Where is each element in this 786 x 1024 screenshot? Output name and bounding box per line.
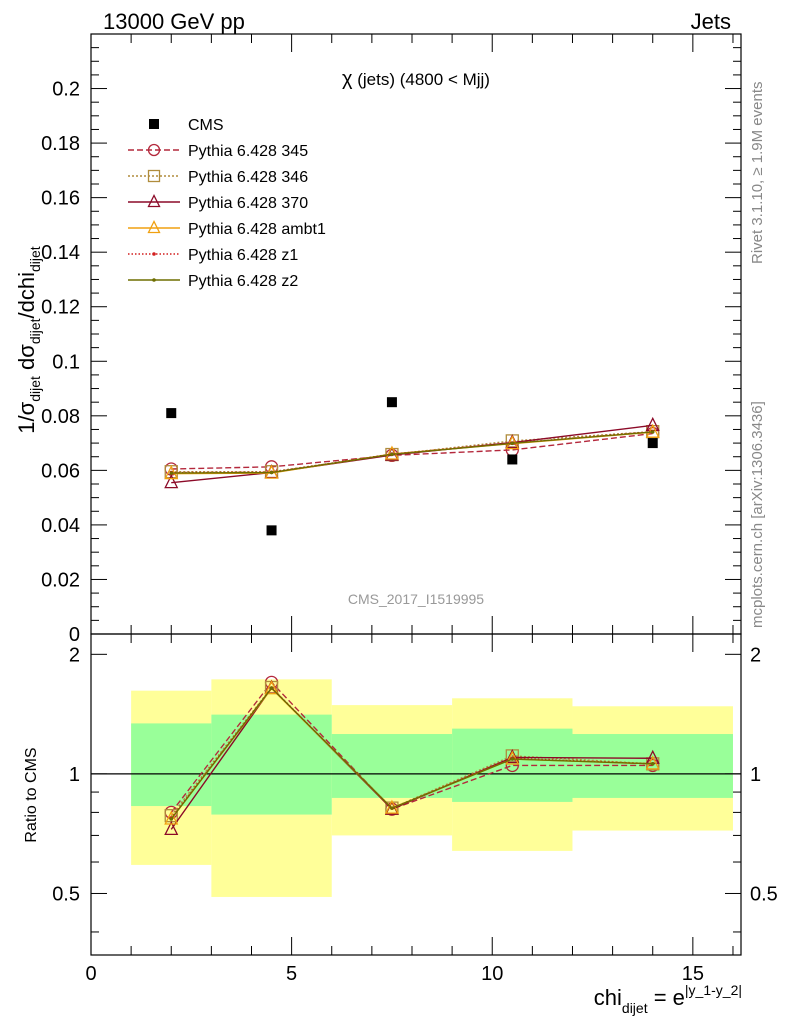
x-tick-label: 15 bbox=[682, 963, 704, 985]
ratio-series-point-3 bbox=[645, 755, 660, 770]
legend-label-2: Pythia 6.428 370 bbox=[188, 195, 308, 212]
y-tick-label-main: 0.2 bbox=[52, 79, 80, 101]
x-tick-label: 10 bbox=[481, 963, 503, 985]
legend: CMS Pythia 6.428 345 Pythia 6.428 346 Pythi… bbox=[128, 117, 326, 290]
rivet-events: ≥ 1.9M events bbox=[749, 82, 766, 176]
y-axis-label-main: 1/σdijet dσdijet/dchidijet bbox=[14, 246, 43, 434]
ratio-frame bbox=[90, 633, 742, 956]
ratio-series-point-2 bbox=[505, 748, 520, 764]
legend-marker-4 bbox=[152, 252, 156, 256]
series-point-3 bbox=[384, 445, 399, 460]
data-point-cms bbox=[647, 438, 658, 449]
data-point-cms bbox=[507, 454, 518, 465]
legend-marker-cms bbox=[149, 119, 159, 129]
y-tick-label-ratio-right: 0.5 bbox=[750, 883, 778, 905]
series-point-5 bbox=[650, 430, 655, 434]
ratio-bands bbox=[91, 679, 741, 897]
header-right-title: Jets bbox=[691, 9, 731, 34]
data-point-cms bbox=[386, 397, 397, 408]
chart-title-rest: (jets) (4800 < Mjj) bbox=[353, 70, 490, 89]
legend-marker-5 bbox=[152, 278, 156, 282]
y-tick-label-main: 0 bbox=[69, 624, 80, 646]
ratio-series-point-5 bbox=[510, 757, 515, 761]
ratio-series-line-0 bbox=[170, 681, 653, 813]
ratio-series-point-3 bbox=[164, 810, 179, 825]
series-line-2 bbox=[171, 424, 653, 484]
legend-label-1: Pythia 6.428 346 bbox=[188, 169, 308, 186]
rivet-label: Rivet 3.1.10, ≥ 1.9M events bbox=[749, 82, 766, 265]
ratio-series-point-5 bbox=[169, 817, 174, 821]
ratio-panel: 0 5 10 15 0.5 0.5 1 1 2 2 bbox=[52, 633, 778, 985]
header-left-title: 13000 GeV pp bbox=[103, 9, 245, 34]
legend-marker-3 bbox=[147, 220, 161, 234]
x-tick-label: 5 bbox=[286, 963, 297, 985]
ratio-ticks: 0 5 10 15 0.5 0.5 1 1 2 2 bbox=[52, 634, 778, 985]
ratio-series-point-3 bbox=[264, 680, 279, 695]
ratio-series-point-3 bbox=[505, 750, 520, 765]
y-tick-label-ratio: 0.5 bbox=[52, 883, 80, 905]
y-tick-label-main: 0.02 bbox=[41, 569, 80, 591]
ratio-series-point-5 bbox=[390, 806, 394, 810]
series-point-2 bbox=[164, 474, 179, 489]
main-panel: 00.020.040.060.080.10.120.140.160.180.2 … bbox=[41, 33, 742, 646]
y-tick-label-main: 0.1 bbox=[52, 351, 80, 373]
x-tick-label: 0 bbox=[85, 963, 96, 985]
y-tick-label-main: 0.12 bbox=[41, 297, 80, 319]
legend-marker-1 bbox=[147, 169, 161, 183]
analysis-id-label: CMS_2017_I1519995 bbox=[348, 591, 484, 607]
y-tick-label-main: 0.04 bbox=[41, 515, 80, 537]
legend-label-0: Pythia 6.428 345 bbox=[188, 143, 308, 160]
y-axis-label-ratio: Ratio to CMS bbox=[23, 747, 40, 842]
data-point-cms bbox=[266, 525, 277, 536]
main-data-layer bbox=[164, 397, 660, 536]
mcplots-label: mcplots.cern.ch [arXiv:1306.3436] bbox=[749, 401, 766, 628]
chart-title: χ (jets) (4800 < Mjj) bbox=[342, 68, 490, 90]
series-point-5 bbox=[390, 452, 394, 457]
y-tick-label-ratio: 2 bbox=[69, 644, 80, 666]
legend-label-3: Pythia 6.428 ambt1 bbox=[188, 221, 326, 238]
legend-label-4: Pythia 6.428 z1 bbox=[188, 247, 298, 264]
rivet-version: Rivet 3.1.10, bbox=[749, 180, 766, 264]
ratio-band-inner bbox=[211, 714, 332, 815]
y-tick-label-ratio: 1 bbox=[69, 764, 80, 786]
y-tick-label-ratio-right: 1 bbox=[750, 764, 761, 786]
chart-title-chi: χ bbox=[342, 68, 353, 90]
ratio-series-point-5 bbox=[269, 686, 274, 690]
y-tick-label-main: 0.16 bbox=[41, 188, 80, 210]
y-tick-label-ratio-right: 2 bbox=[750, 644, 761, 666]
series-point-5 bbox=[169, 471, 174, 475]
y-tick-label-main: 0.18 bbox=[41, 133, 80, 155]
ratio-data-layer bbox=[164, 675, 660, 836]
ratio-series-point-2 bbox=[164, 820, 179, 836]
main-ticks: 0 0.02 0.04 0.06 0.08 0.1 0.12 0.14 0.16 0.18 0.2 bbox=[41, 33, 741, 646]
legend-marker-2 bbox=[147, 194, 161, 208]
y-tick-label-main: 0.08 bbox=[41, 406, 80, 428]
y-tick-label-main: 0.14 bbox=[41, 242, 80, 264]
x-axis-label: chidijet = e|y_1-y_2| bbox=[594, 982, 742, 1016]
legend-label-cms: CMS bbox=[188, 117, 224, 134]
series-point-5 bbox=[269, 470, 274, 475]
ratio-series-point-5 bbox=[650, 762, 655, 766]
legend-label-5: Pythia 6.428 z2 bbox=[188, 273, 298, 290]
series-line-0 bbox=[171, 432, 653, 470]
ratio-band-inner bbox=[131, 723, 212, 807]
series-point-5 bbox=[510, 441, 515, 446]
legend-marker-0 bbox=[147, 143, 161, 157]
y-tick-label-main: 0.06 bbox=[41, 460, 80, 482]
data-point-cms bbox=[166, 408, 177, 419]
